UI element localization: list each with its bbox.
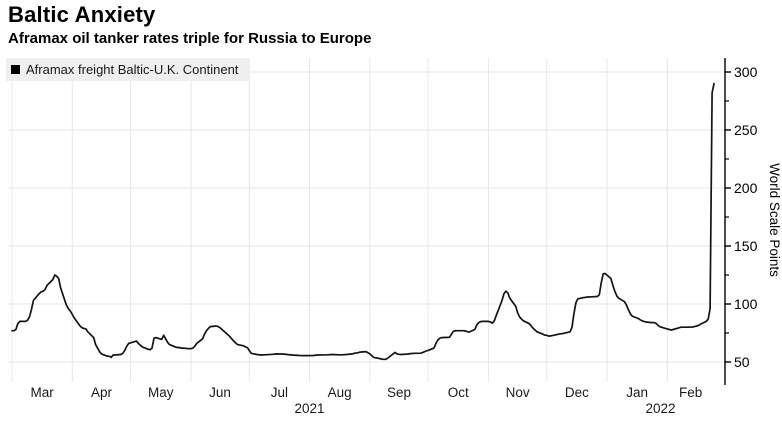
x-tick-label: May: [148, 385, 174, 400]
y-axis-title: World Scale Points: [767, 163, 782, 277]
x-tick-label: Aug: [328, 385, 352, 400]
series-line: [11, 82, 715, 361]
y-tick-label: 100: [734, 296, 758, 312]
legend-swatch-icon: [11, 65, 20, 74]
x-tick-label: Jun: [209, 385, 231, 400]
y-tick-label: 300: [734, 64, 758, 80]
x-tick-label: Oct: [448, 385, 469, 400]
y-tick-label: 200: [734, 180, 758, 196]
x-tick-label: Jan: [626, 385, 648, 400]
x-tick-label: Jul: [271, 385, 288, 400]
y-tick-label: 150: [734, 238, 758, 254]
x-tick-label: Apr: [91, 385, 113, 400]
legend-label: Aframax freight Baltic-U.K. Continent: [26, 62, 239, 77]
legend: Aframax freight Baltic-U.K. Continent: [6, 58, 251, 81]
year-label: 2021: [295, 401, 325, 416]
x-tick-label: Nov: [506, 385, 530, 400]
chart-title: Baltic Anxiety: [8, 2, 156, 27]
y-tick-label: 50: [734, 354, 750, 370]
x-tick-label: Feb: [679, 385, 702, 400]
chart-subtitle: Aframax oil tanker rates triple for Russ…: [8, 30, 372, 47]
year-label: 2022: [646, 401, 676, 416]
y-tick-label: 250: [734, 122, 758, 138]
x-tick-label: Sep: [387, 385, 411, 400]
x-tick-label: Mar: [31, 385, 55, 400]
x-tick-label: Dec: [565, 385, 589, 400]
